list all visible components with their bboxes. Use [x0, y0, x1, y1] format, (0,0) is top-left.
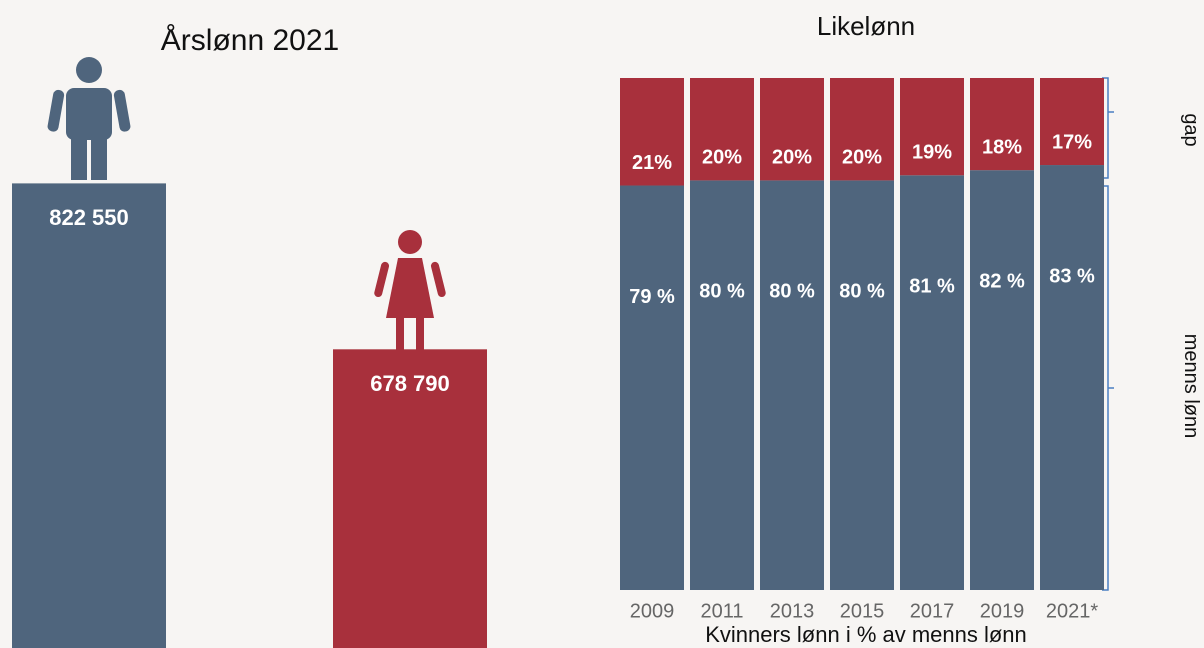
bar-segment — [970, 78, 1034, 171]
bar — [333, 349, 487, 648]
value-label: 20% — [702, 147, 742, 169]
value-label: 81 % — [909, 276, 955, 298]
bar-segment — [760, 78, 824, 181]
value-label: 21% — [632, 152, 672, 174]
value-label: 79 % — [629, 286, 675, 308]
woman-icon — [374, 230, 446, 352]
bar-segment — [830, 78, 894, 181]
bar — [12, 183, 166, 648]
bar-segment — [690, 180, 754, 590]
bar-segment — [760, 180, 824, 590]
x-tick-label: 2013 — [770, 600, 815, 622]
value-label: 82 % — [979, 270, 1025, 292]
x-tick-label: 2015 — [840, 600, 885, 622]
value-label: 20% — [772, 147, 812, 169]
value-label: 80 % — [699, 281, 745, 303]
value-label: 17% — [1052, 131, 1092, 153]
value-label: 80 % — [839, 281, 885, 303]
x-tick-label: 2011 — [700, 600, 743, 622]
legend-label: Kvinners lønn i % av menns lønn — [1180, 294, 1204, 478]
value-label: 822 550 — [49, 205, 129, 230]
value-label: 20% — [842, 147, 882, 169]
bracket — [1102, 185, 1114, 591]
bar-segment — [620, 78, 684, 186]
man-icon — [47, 57, 131, 180]
bar-segment — [970, 170, 1034, 590]
x-tick-label: 2009 — [630, 600, 675, 622]
bar-segment — [900, 78, 964, 176]
value-label: 19% — [912, 142, 952, 164]
chart-title: Likelønn — [817, 11, 915, 41]
x-axis-label: Kvinners lønn i % av menns lønn — [705, 622, 1027, 647]
x-tick-label: 2019 — [980, 600, 1025, 622]
value-label: 80 % — [769, 281, 815, 303]
value-label: 678 790 — [370, 371, 450, 396]
value-label: 18% — [982, 136, 1022, 158]
bar-segment — [830, 180, 894, 590]
bracket — [1102, 77, 1114, 179]
legend-label: Likelønns-gap — [1180, 84, 1204, 176]
x-tick-label: 2021* — [1046, 600, 1098, 622]
bar-segment — [900, 175, 964, 590]
bar-segment — [1040, 165, 1104, 591]
x-tick-label: 2017 — [910, 600, 955, 622]
bar-segment — [620, 185, 684, 590]
chart-title: Årslønn 2021 — [161, 24, 339, 57]
bar-segment — [1040, 78, 1104, 166]
value-label: 83 % — [1049, 265, 1095, 287]
bar-segment — [690, 78, 754, 181]
